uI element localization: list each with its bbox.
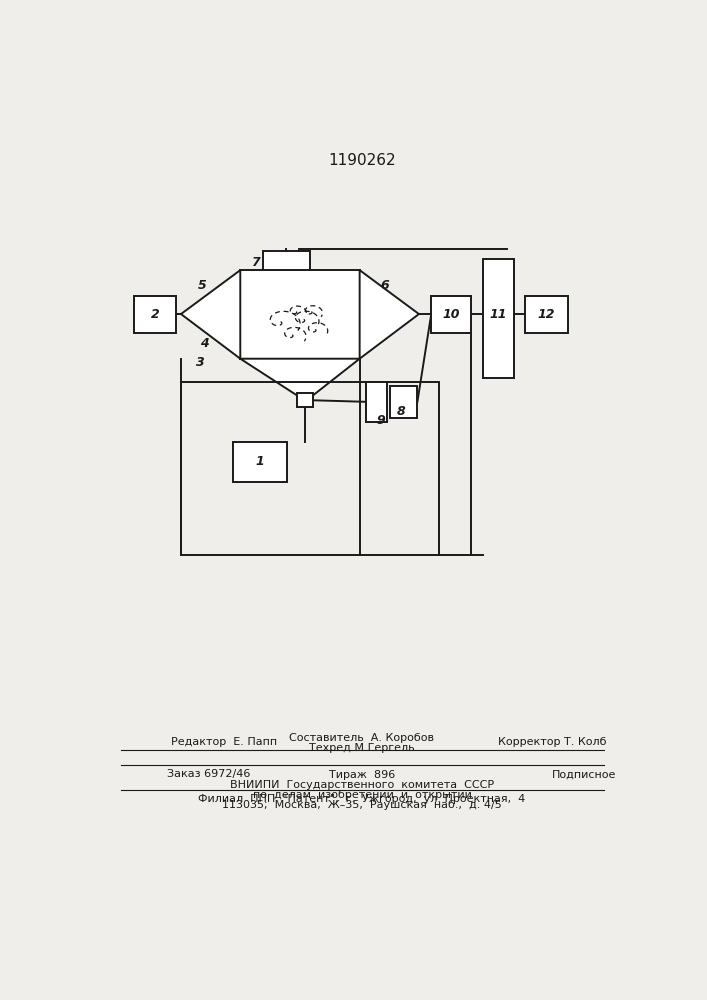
Bar [296, 393, 313, 407]
Text: 113035;  Москва,  Ж–35,  Раушская  наб.,  д. 4/5: 113035; Москва, Ж–35, Раушская наб., д. … [222, 800, 502, 810]
Polygon shape [181, 270, 240, 359]
Text: 12: 12 [537, 308, 555, 321]
Text: Составитель  А. Коробов: Составитель А. Коробов [289, 733, 435, 743]
Text: Редактор  Е. Папп: Редактор Е. Папп [171, 737, 277, 747]
Text: Подписное: Подписное [552, 770, 617, 780]
Text: по  делам  изобретений  и  открытий: по делам изобретений и открытий [252, 790, 472, 800]
Text: 11: 11 [489, 308, 507, 321]
Text: 1: 1 [256, 455, 264, 468]
Text: ВНИИПИ  Государственного  комитета  СССР: ВНИИПИ Государственного комитета СССР [230, 780, 494, 790]
Text: 5: 5 [197, 279, 206, 292]
Bar [483, 259, 514, 378]
Bar [366, 382, 387, 422]
Bar [134, 296, 176, 333]
Polygon shape [360, 270, 419, 359]
Text: Заказ 6972/46: Заказ 6972/46 [167, 770, 250, 780]
Text: 1190262: 1190262 [328, 153, 396, 168]
Bar [390, 386, 417, 418]
Text: 7: 7 [251, 256, 260, 269]
Bar [181, 382, 439, 555]
Text: Филиал  ППП  "Патент",  г.  Ужгород,  ул. Проектная,  4: Филиал ППП "Патент", г. Ужгород, ул. Про… [199, 794, 525, 804]
Bar [240, 270, 360, 359]
Bar [264, 251, 310, 272]
Text: Тираж  896: Тираж 896 [329, 770, 395, 780]
Text: Корректор Т. Колб: Корректор Т. Колб [498, 737, 607, 747]
Text: 8: 8 [397, 405, 406, 418]
Text: 6: 6 [380, 279, 390, 292]
Bar [431, 296, 472, 333]
Bar [233, 442, 287, 482]
Bar [525, 296, 568, 333]
Text: 4: 4 [200, 337, 209, 350]
Text: Техред М.Гергель: Техред М.Гергель [309, 743, 415, 753]
Polygon shape [240, 359, 360, 401]
Text: 3: 3 [196, 356, 204, 369]
Text: 2: 2 [151, 308, 159, 321]
Text: 9: 9 [377, 414, 385, 427]
Text: 10: 10 [443, 308, 460, 321]
